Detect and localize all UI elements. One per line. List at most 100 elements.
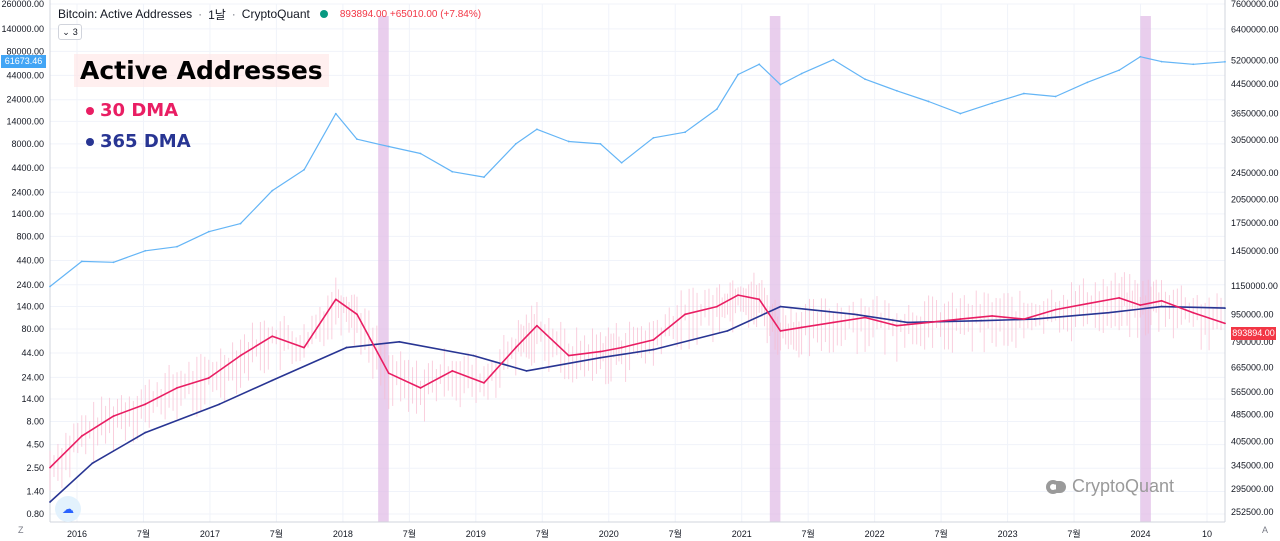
right-axis-tick-label: 565000.00 [1231,387,1274,397]
dma30-line-point [599,350,602,353]
separator: · [198,7,203,21]
dma30-line-point [80,435,83,437]
x-axis-tick-label: 7월 [934,528,947,539]
dma30-line-point [303,346,305,349]
cloud-icon[interactable]: ☁ [55,496,81,522]
dma30-line-point [715,305,718,308]
price-line-point [1160,60,1163,63]
price-line [49,56,1226,287]
price-line-point [715,108,718,111]
left-axis-tick-label: 140.00 [16,301,44,311]
price-line-point [176,245,178,248]
dma30-line-point [567,354,570,357]
left-axis-tick-label: 14.00 [21,394,44,404]
price-line-point [1192,63,1195,66]
right-axis-tick-label: 7600000.00 [1231,0,1279,9]
left-price-tag: 61673.46 [1,55,46,68]
left-axis-tick-label: 140000.00 [1,24,44,34]
dma30-line-point [1118,297,1121,299]
dma365-line-point [144,431,147,434]
price-line-point [387,145,390,148]
x-axis-tick-label: 2019 [466,529,486,539]
right-axis-tick-label: 665000.00 [1231,363,1274,373]
legend-item-365dma: 365 DMA [86,131,191,152]
right-axis-tick-label: 2050000.00 [1231,195,1279,205]
dma30-line-point [991,314,994,317]
price-line-point [303,168,305,171]
dma30-line-point [419,387,422,389]
legend-label: 30 DMA [100,100,179,121]
dma30-line-point [959,318,962,320]
price-line-point [991,102,994,105]
dma365-line-point [1107,311,1110,314]
price-line-point [1054,95,1057,98]
left-axis-tick-label: 1400.00 [11,209,44,219]
price-line-point [684,131,687,134]
price-line-point [239,222,242,225]
auto-scale-button[interactable]: A [1262,525,1269,535]
price-line-point [599,142,602,145]
dma365-line-point [779,305,782,308]
left-axis-tick-label: 2.50 [26,463,44,473]
left-axis-tick-label: 4400.00 [11,163,44,173]
timezone-button[interactable]: Z [18,525,24,535]
separator: · [231,7,236,21]
right-axis-tick-label: 1150000.00 [1231,281,1278,291]
left-axis-tick-label: 80.00 [21,324,44,334]
right-axis-tick-label: 6400000.00 [1231,25,1279,35]
dma30-line-point [387,372,390,375]
price-line-point [895,89,898,92]
left-axis-tick-label: 8000.00 [11,139,44,149]
dma30-line-point [1022,318,1025,320]
right-axis-tick-label: 3050000.00 [1231,135,1279,145]
dma30-line [49,294,1226,469]
dma30-line-point [927,321,930,324]
dma365-line-point [1160,305,1163,308]
price-line-point [567,140,570,143]
dma30-line-point [271,335,274,338]
price-line-point [1224,60,1226,63]
dma365-line-point [218,403,221,406]
price-line-point [779,83,782,86]
price-line-point [959,112,962,115]
left-axis-tick-label: 0.80 [26,509,44,519]
interval-label[interactable]: 1날 [208,7,226,22]
x-axis-tick-label: 7월 [536,528,549,539]
right-axis-tick-label: 345000.00 [1231,460,1274,470]
chart-title: Bitcoin: Active Addresses [58,7,193,21]
x-axis-tick-label: 7월 [1067,528,1080,539]
dma365-line-point [1033,318,1036,320]
price-line-point [1139,55,1142,58]
x-axis-tick-label: 2023 [998,529,1018,539]
dma30-line-point [483,381,485,384]
dma30-line-point [1086,302,1089,305]
collapse-indicators-button[interactable]: ⌄ 3 [58,24,82,40]
highlight-band [1140,16,1151,522]
price-line-point [652,136,655,139]
source-label: CryptoQuant [241,7,310,21]
x-axis-tick-label: 2024 [1131,529,1151,539]
dma30-line-point [895,324,898,327]
dma30-line-point [1160,299,1163,302]
x-axis-tick-label: 7월 [669,528,682,539]
left-axis-tick-label: 24000.00 [6,95,44,105]
right-axis-tick-label: 5200000.00 [1231,56,1279,66]
right-axis-tick-label: 2450000.00 [1231,168,1279,178]
x-axis-tick-label: 2017 [200,529,220,539]
left-axis-tick-label: 260000.00 [1,0,44,9]
dma365-line-point [472,354,475,357]
x-axis-tick-label: 7월 [137,528,150,539]
price-line-point [112,261,115,264]
x-axis-tick-label: 2022 [865,529,885,539]
right-axis-tick-label: 405000.00 [1231,436,1274,446]
left-axis-tick-label: 14000.00 [6,116,44,126]
left-axis-tick-label: 2400.00 [11,187,44,197]
price-line-point [514,142,517,145]
dma30-line-point [176,387,178,389]
left-axis-tick-label: 4.50 [26,440,44,450]
price-line-point [451,170,454,173]
price-line-point [927,100,930,103]
left-axis-tick-label: 240.00 [16,280,44,290]
dma30-line-point [207,377,210,379]
